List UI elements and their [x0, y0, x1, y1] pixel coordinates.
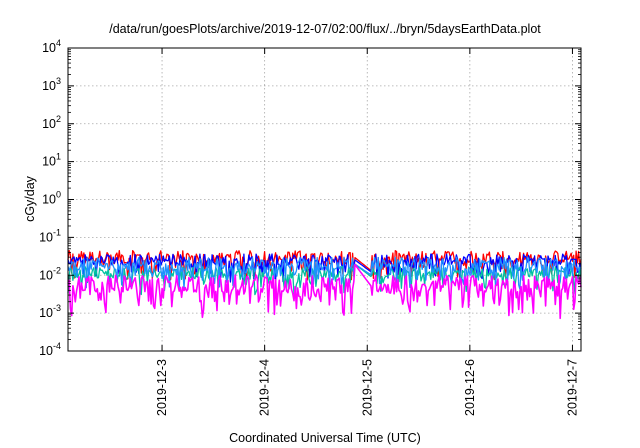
y-tick-label: 101 — [42, 152, 61, 169]
y-axis: 10-4 10-3 10-2 10-1 100 101 102 103 104 — [39, 38, 581, 358]
grid — [68, 48, 581, 351]
x-tick-label: 2019-12-5 — [360, 359, 374, 416]
y-tick-label: 10-1 — [39, 227, 61, 244]
y-axis-label: cGy/day — [23, 175, 37, 222]
series-line-5 — [67, 263, 582, 320]
y-tick-label: 103 — [42, 76, 61, 93]
x-tick-label: 2019-12-3 — [155, 359, 169, 416]
y-tick-label: 104 — [42, 38, 61, 55]
y-tick-label: 102 — [42, 114, 61, 131]
x-tick-label: 2019-12-6 — [463, 359, 477, 416]
x-tick-label: 2019-12-4 — [258, 359, 272, 416]
x-tick-label: 2019-12-7 — [565, 359, 579, 416]
x-axis: 2019-12-3 2019-12-4 2019-12-5 2019-12-6 2019… — [155, 48, 579, 416]
y-tick-label: 10-3 — [39, 303, 61, 320]
chart-title: /data/run/goesPlots/archive/2019-12-07/0… — [109, 22, 541, 36]
series-group — [67, 249, 582, 320]
y-tick-label: 100 — [42, 190, 61, 207]
y-tick-label: 10-2 — [39, 265, 61, 282]
y-tick-label: 10-4 — [39, 341, 61, 358]
x-axis-label: Coordinated Universal Time (UTC) — [229, 431, 421, 445]
